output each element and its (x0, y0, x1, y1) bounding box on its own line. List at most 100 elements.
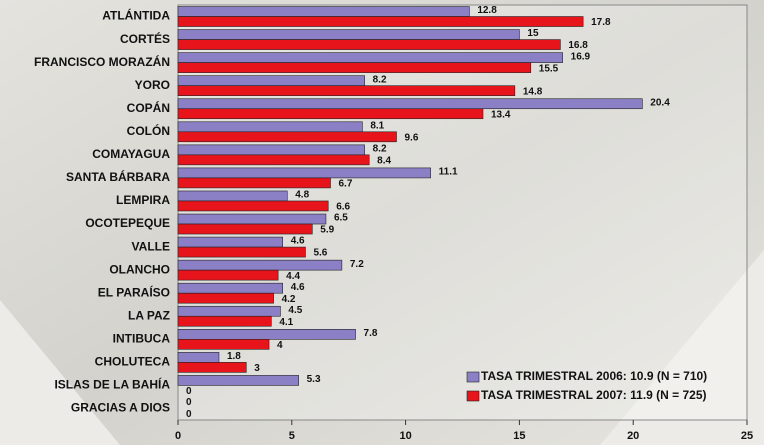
bar (177, 223, 313, 235)
value-label: 13.4 (491, 109, 511, 120)
bar (177, 236, 283, 248)
value-label: 8.1 (370, 120, 384, 131)
bar (177, 190, 288, 202)
legend-label: TASA TRIMESTRAL 2006: 10.9 (N = 710) (481, 369, 707, 383)
value-label: 5.6 (313, 248, 327, 259)
bar (177, 329, 356, 340)
value-label: 4.6 (291, 236, 305, 247)
value-label: 7.8 (364, 328, 378, 339)
value-label: 4.4 (286, 271, 300, 282)
value-label: 9.6 (404, 132, 418, 143)
category-label: LA PAZ (128, 308, 170, 322)
x-tick-label: 10 (399, 430, 411, 442)
plot-area (177, 4, 748, 421)
category-label: ATLÁNTIDA (102, 8, 170, 23)
value-label: 17.8 (591, 17, 611, 28)
bar (177, 292, 274, 304)
value-label: 0 (186, 409, 192, 420)
value-label: 3 (254, 363, 260, 374)
value-label: 11.1 (439, 167, 458, 178)
value-label: 7.2 (350, 259, 364, 270)
legend-swatch (466, 371, 480, 383)
bar (177, 121, 363, 133)
value-label: 8.4 (377, 156, 391, 167)
decor (0, 300, 120, 445)
value-label: 6.6 (336, 202, 350, 213)
bar (177, 154, 370, 166)
bar (177, 131, 397, 143)
value-label: 6.5 (334, 213, 348, 224)
category-label: LEMPIRA (116, 193, 170, 207)
bar (177, 108, 484, 120)
category-label: GRACIAS A DIOS (71, 401, 170, 415)
x-tick-label: 20 (627, 430, 639, 442)
bar (177, 144, 365, 156)
bar (177, 167, 431, 179)
bar (177, 362, 247, 373)
bar (177, 16, 584, 27)
legend-label: TASA TRIMESTRAL 2007: 11.9 (N = 725) (481, 388, 707, 402)
category-label: OLANCHO (109, 262, 170, 276)
x-tick-label: 15 (513, 430, 525, 442)
bar (177, 375, 299, 386)
bar (177, 85, 516, 96)
value-label: 4 (277, 340, 283, 351)
bar (177, 315, 272, 327)
value-label: 15.5 (539, 63, 559, 74)
value-label: 4.5 (288, 305, 302, 316)
x-tick-label: 25 (741, 430, 753, 442)
bar (177, 246, 306, 258)
value-label: 6.7 (338, 179, 352, 190)
category-label: YORO (135, 78, 170, 92)
category-label: VALLE (132, 239, 170, 253)
bar (177, 52, 563, 63)
bar (177, 282, 283, 294)
bar (177, 352, 220, 363)
category-label: EL PARAÍSO (98, 284, 170, 299)
value-label: 5.3 (307, 374, 321, 385)
bar (177, 339, 270, 350)
bar (177, 39, 561, 50)
legend-swatch (466, 390, 480, 402)
value-label: 14.8 (523, 86, 543, 97)
bar (177, 305, 281, 317)
value-label: 4.8 (295, 190, 309, 201)
category-label: COPÁN (127, 100, 170, 115)
bar (177, 213, 327, 225)
category-label: OCOTEPEQUE (85, 216, 170, 230)
value-label: 12.8 (477, 5, 497, 16)
category-label: SANTA BÁRBARA (66, 169, 170, 184)
value-label: 4.2 (282, 294, 296, 305)
category-label: CORTÉS (120, 31, 170, 46)
category-label: FRANCISCO MORAZÁN (34, 54, 170, 69)
value-label: 8.2 (373, 74, 387, 85)
x-tick-label: 0 (175, 430, 181, 442)
category-label: CHOLUTECA (95, 355, 171, 369)
value-label: 4.1 (279, 317, 293, 328)
value-label: 4.6 (291, 282, 305, 293)
bar (177, 6, 470, 17)
value-label: 8.2 (373, 144, 387, 155)
category-label: ISLAS DE LA BAHÍA (54, 377, 170, 392)
x-tick-label: 5 (289, 430, 295, 442)
value-label: 16.9 (571, 51, 591, 62)
value-label: 1.8 (227, 351, 241, 362)
decor (600, 250, 764, 445)
value-label: 20.4 (650, 97, 670, 108)
value-label: 0 (186, 386, 192, 397)
bar (177, 269, 279, 281)
value-label: 0 (186, 397, 192, 408)
category-label: COLÓN (127, 123, 170, 138)
value-label: 5.9 (320, 225, 334, 236)
bar (177, 98, 643, 110)
bar (177, 200, 329, 212)
value-label: 16.8 (568, 40, 588, 51)
category-label: INTIBUCA (113, 331, 171, 345)
bar (177, 177, 331, 189)
bar (177, 75, 365, 86)
bar (177, 29, 520, 40)
bar (177, 62, 532, 73)
value-label: 15 (527, 28, 539, 39)
